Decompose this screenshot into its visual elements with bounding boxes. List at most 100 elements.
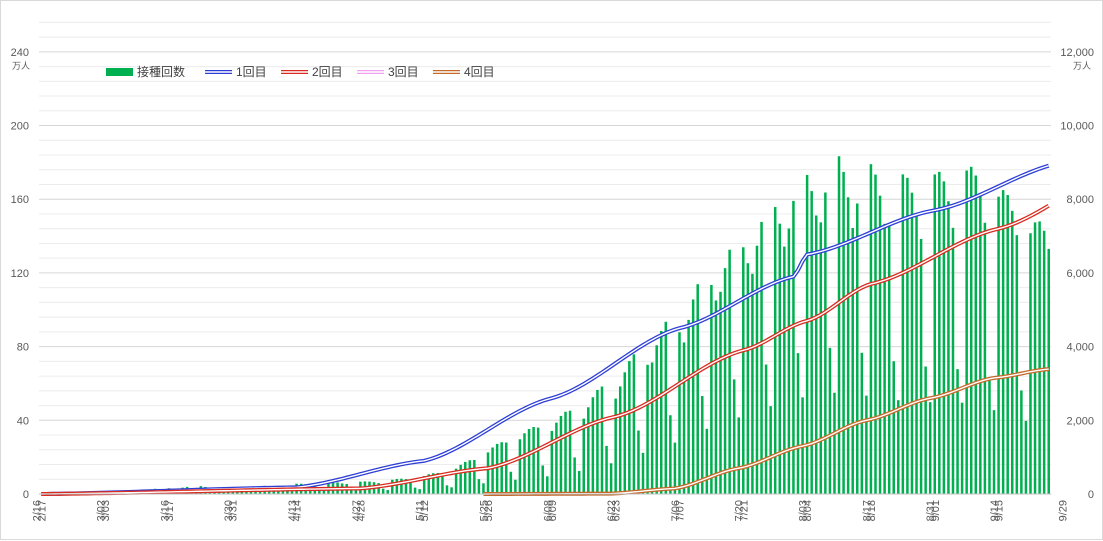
bar: [436, 473, 440, 494]
bar: [810, 191, 813, 494]
gridlines: [39, 21, 1051, 495]
bar: [226, 492, 230, 494]
bar: [637, 430, 640, 494]
legend-label: 接種回数: [137, 64, 185, 79]
bar: [915, 216, 918, 494]
bar: [783, 246, 786, 494]
bar: [814, 215, 818, 495]
bar: [910, 192, 914, 494]
line-inner: [41, 205, 1050, 495]
bar: [933, 174, 937, 494]
bar: [1024, 420, 1028, 494]
bar: [427, 474, 431, 494]
right-tick-label: 4,000: [1066, 342, 1094, 354]
bar: [354, 490, 358, 494]
bar: [1047, 248, 1050, 494]
bar: [755, 245, 759, 494]
bar: [541, 465, 544, 494]
bar: [938, 171, 941, 494]
bar: [828, 347, 832, 494]
bar: [254, 490, 257, 494]
bar: [728, 249, 731, 494]
x-tick-label: 6/22: [606, 500, 618, 521]
bar: [919, 239, 923, 494]
bar: [1038, 221, 1041, 495]
bar: [696, 284, 699, 494]
bar: [500, 442, 503, 494]
bar: [659, 330, 663, 494]
bar: [901, 174, 905, 494]
bar: [495, 443, 499, 494]
bar-series-vaccinations: [85, 156, 1050, 495]
right-tick-label: 6,000: [1066, 268, 1094, 280]
bar: [965, 170, 968, 494]
bar: [691, 299, 695, 494]
bar: [318, 489, 321, 494]
bar: [883, 223, 886, 494]
right-tick-label: 10,000: [1060, 121, 1094, 133]
bar: [459, 464, 462, 494]
bar: [258, 491, 262, 494]
bar: [874, 174, 877, 494]
bar: [550, 430, 554, 494]
bar: [454, 468, 458, 494]
x-tick-label: 2/16: [32, 500, 44, 521]
bar: [618, 386, 622, 494]
bar: [837, 156, 841, 495]
x-tick-label: 7/07: [674, 500, 686, 521]
bar: [719, 291, 722, 494]
bar: [669, 415, 672, 494]
bar: [887, 224, 891, 494]
x-tick-label: 9/01: [930, 500, 942, 521]
right-tick-label: 12,000: [1060, 47, 1094, 59]
bar: [1029, 233, 1032, 495]
bar: [960, 402, 964, 494]
bar: [892, 361, 895, 494]
x-tick-label: 5/26: [483, 500, 495, 521]
bar: [764, 364, 768, 494]
bar: [906, 177, 909, 494]
x-tick-label: 4/14: [292, 500, 304, 521]
bar: [577, 471, 581, 494]
x-tick-label: 8/17: [861, 500, 873, 521]
bar: [381, 488, 385, 494]
bar: [409, 479, 412, 494]
bar: [983, 222, 987, 494]
bar: [778, 223, 782, 494]
bar: [969, 166, 973, 494]
x-tick-label: 6/23: [611, 500, 623, 521]
bar: [710, 284, 713, 494]
x-tick-label: 4/28: [355, 500, 367, 521]
bar: [988, 379, 991, 494]
bar: [701, 396, 704, 494]
x-tick-label: 4/13: [287, 500, 299, 521]
right-axis-unit: 万人: [1073, 61, 1091, 71]
bar: [878, 195, 882, 494]
bar: [509, 471, 513, 494]
bar: [974, 175, 978, 495]
bar: [897, 400, 900, 494]
bar: [737, 417, 740, 494]
bar: [573, 457, 576, 494]
bar: [805, 174, 809, 494]
bar: [673, 442, 677, 494]
legend-item: 接種回数: [106, 64, 185, 79]
x-tick-label: 3/03: [100, 500, 112, 521]
bar: [559, 415, 563, 494]
x-tick-label: 3/02: [96, 500, 108, 521]
bar: [482, 483, 485, 494]
x-tick-label: 9/29: [1057, 500, 1069, 521]
bar: [491, 447, 494, 494]
axes: 0 40 80 120 160 200 240 0 2,000 4,000 6,000 8,000 10…: [11, 47, 1094, 522]
bar: [518, 439, 522, 494]
legend-item: 2回目: [281, 65, 343, 79]
bar: [1011, 210, 1014, 494]
bar: [1015, 235, 1019, 494]
x-tick-label: 3/17: [164, 500, 176, 521]
x-tick-label: 3/31: [228, 500, 240, 521]
bar: [833, 392, 836, 494]
bar: [536, 427, 540, 494]
x-tick-label: 5/11: [415, 500, 427, 521]
right-tick-label: 2,000: [1066, 415, 1094, 427]
